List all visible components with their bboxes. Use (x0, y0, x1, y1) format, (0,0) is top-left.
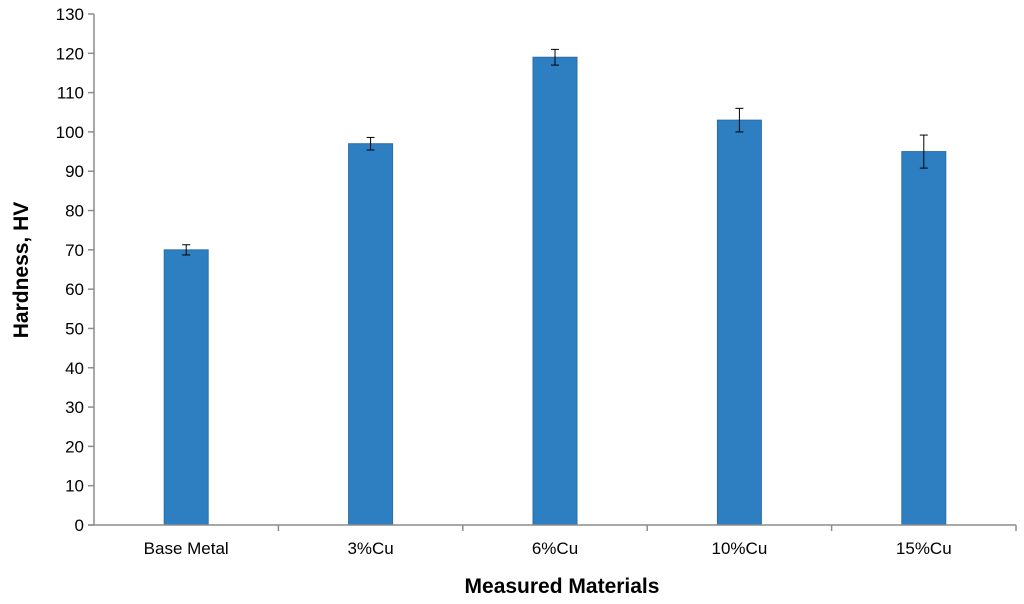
y-tick-label: 0 (75, 516, 84, 535)
y-tick-label: 10 (65, 477, 84, 496)
y-tick-label: 20 (65, 437, 84, 456)
y-axis-ticks: 0 10 20 30 40 50 60 70 80 90 100 110 120 130 (56, 5, 94, 535)
x-axis-title: Measured Materials (465, 575, 660, 598)
x-tick-label: 6%Cu (532, 539, 578, 558)
y-tick-label: 40 (65, 359, 84, 378)
x-tick-label: 3%Cu (347, 539, 393, 558)
y-tick-label: 130 (56, 5, 84, 24)
bar (163, 249, 209, 526)
y-tick-label: 80 (65, 202, 84, 221)
x-tick-label: 10%Cu (712, 539, 768, 558)
x-axis-ticks: Base Metal 3%Cu 6%Cu 10%Cu 15%Cu (144, 525, 1017, 558)
bar (716, 119, 762, 526)
y-axis-title: Hardness, HV (10, 202, 33, 339)
bars-group (163, 56, 947, 526)
y-tick-label: 100 (56, 123, 84, 142)
y-tick-label: 30 (65, 398, 84, 417)
y-tick-label: 60 (65, 280, 84, 299)
y-tick-label: 110 (57, 84, 84, 103)
y-tick-label: 90 (65, 162, 84, 181)
x-tick-label: 15%Cu (896, 539, 952, 558)
bar (532, 56, 578, 526)
bar (901, 151, 947, 526)
y-tick-label: 50 (65, 319, 84, 338)
x-tick-label: Base Metal (144, 539, 229, 558)
y-tick-label: 120 (56, 44, 84, 63)
y-tick-label: 70 (65, 241, 84, 260)
bar (348, 143, 394, 526)
error-bars-group (182, 48, 928, 256)
